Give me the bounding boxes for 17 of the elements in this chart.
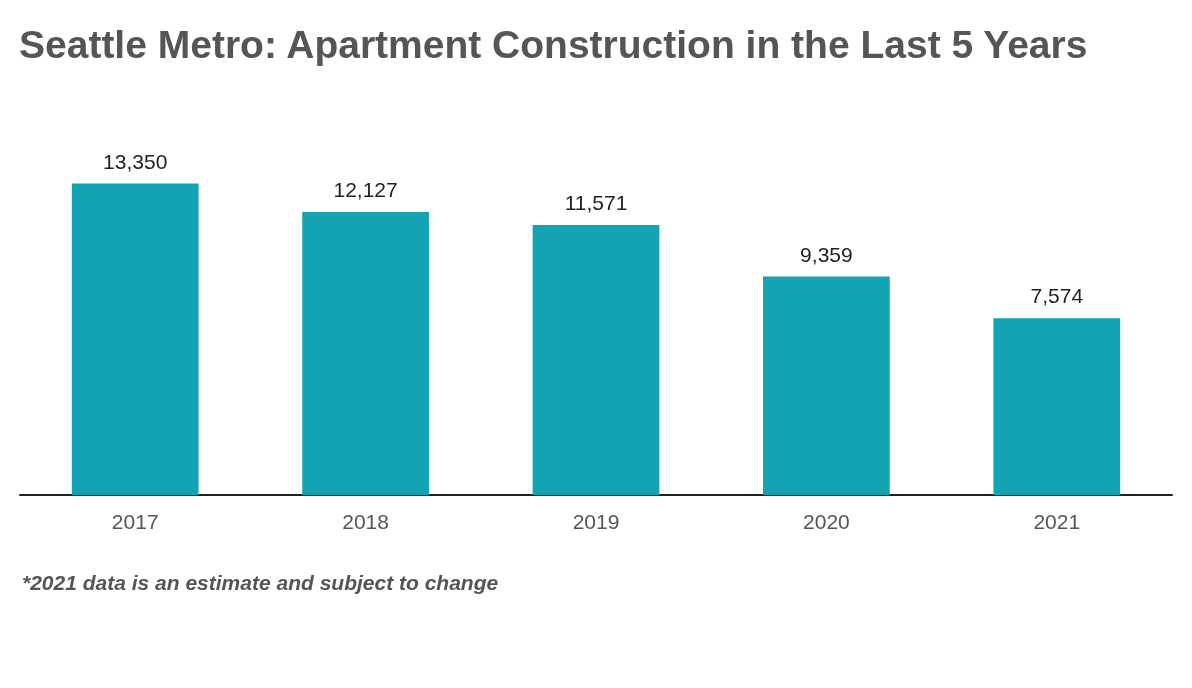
chart-title: Seattle Metro: Apartment Construction in the Last 5 Years bbox=[19, 23, 1088, 66]
bar bbox=[993, 318, 1121, 495]
x-tick-label: 2019 bbox=[572, 510, 620, 533]
x-tick-label: 2018 bbox=[342, 510, 389, 533]
data-label: 13,350 bbox=[103, 149, 168, 173]
bar bbox=[763, 276, 890, 495]
x-tick-label: 2017 bbox=[111, 510, 159, 533]
x-tick-label: 2020 bbox=[803, 510, 850, 533]
data-label: 11,571 bbox=[564, 191, 628, 215]
data-label: 12,127 bbox=[333, 178, 398, 202]
data-label: 7,574 bbox=[1030, 284, 1084, 308]
bar bbox=[71, 183, 199, 495]
data-label: 9,359 bbox=[800, 242, 853, 266]
bar bbox=[532, 225, 660, 495]
text: *2021 data is an estimate and subject to change bbox=[22, 571, 499, 594]
x-tick-label: 2021 bbox=[1033, 510, 1081, 533]
bar bbox=[302, 212, 429, 495]
